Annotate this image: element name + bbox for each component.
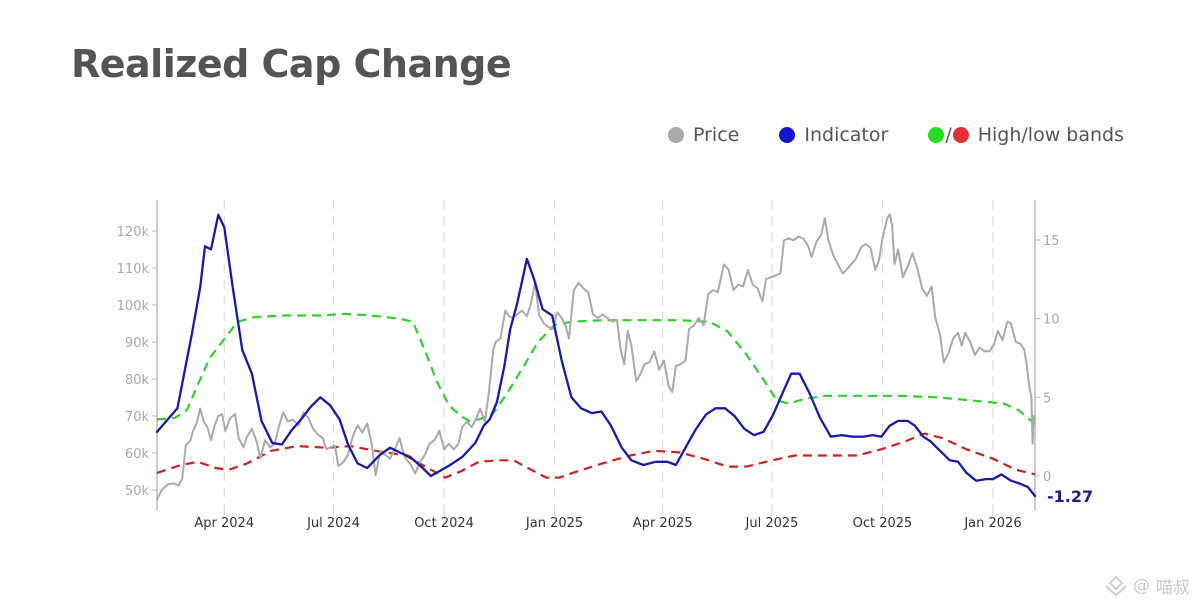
x-tick-label: Jan 2026	[963, 516, 1021, 531]
x-tick-label: Oct 2025	[853, 516, 913, 531]
y-left-tick-label: 120k	[117, 225, 150, 240]
y-left-tick-label: 90k	[125, 336, 150, 351]
y-left-tick-label: 80k	[125, 373, 150, 388]
page-title: Realized Cap Change	[71, 42, 512, 86]
x-tick-label: Oct 2024	[414, 516, 474, 531]
x-tick-label: Apr 2025	[633, 516, 693, 531]
y-right-tick-label: 0	[1043, 470, 1051, 485]
series-low-band-line	[156, 432, 1036, 479]
low-band-dot-icon	[952, 127, 969, 143]
tick-labels: Apr 2024 Jul 2024 Oct 2024 Jan 2025 Apr 2025…	[117, 225, 1093, 531]
legend-label-indicator: Indicator	[804, 124, 889, 146]
chart-legend: Price Indicator / High/low bands	[628, 124, 1124, 146]
x-tick-label: Apr 2024	[194, 516, 254, 531]
x-tick-label: Jan 2025	[525, 516, 583, 531]
series-indicator-line	[155, 213, 1037, 498]
indicator-dot-icon	[779, 127, 796, 143]
x-tick-label: Jul 2025	[745, 516, 799, 531]
y-right-tick-label: 5	[1043, 391, 1051, 406]
y-left-tick-label: 100k	[117, 299, 150, 314]
legend-label-price: Price	[693, 124, 740, 146]
legend-label-bands: High/low bands	[977, 124, 1124, 146]
watermark-at: @	[1133, 575, 1150, 596]
high-band-dot-icon	[928, 127, 945, 143]
price-dot-icon	[668, 127, 684, 143]
indicator-end-label: -1.27	[1047, 487, 1093, 506]
y-left-tick-label: 60k	[125, 447, 150, 462]
y-right-tick-label: 10	[1043, 313, 1060, 328]
legend-separator: /	[945, 124, 952, 146]
watermark-name: 喵叔	[1156, 578, 1190, 598]
y-left-tick-label: 110k	[117, 262, 150, 277]
legend-item-indicator[interactable]: Indicator	[779, 124, 888, 146]
y-left-tick-label: 70k	[125, 410, 150, 425]
legend-item-price[interactable]: Price	[668, 124, 739, 146]
y-right-tick-label: 15	[1043, 234, 1060, 249]
series-high-band-line	[156, 312, 1036, 425]
grid-lines	[223, 200, 994, 510]
axes	[152, 200, 1040, 516]
x-tick-label: Jul 2024	[306, 516, 360, 531]
y-left-tick-label: 50k	[125, 484, 150, 499]
series-group	[155, 213, 1037, 501]
legend-item-bands[interactable]: / High/low bands	[928, 124, 1124, 146]
binance-logo-icon	[1105, 575, 1127, 596]
watermark: @ 喵叔	[1103, 573, 1190, 598]
series-price-line	[156, 213, 1036, 501]
